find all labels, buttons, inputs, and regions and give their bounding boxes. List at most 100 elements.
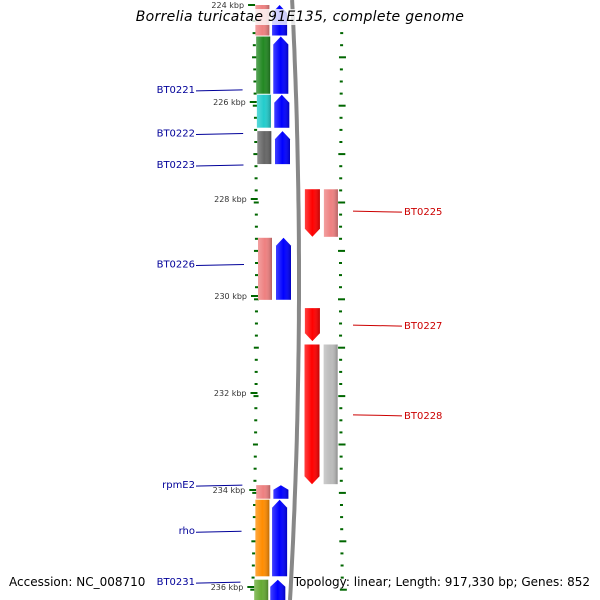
reverse-gene-shade bbox=[304, 308, 320, 342]
tick-mark-left bbox=[253, 249, 259, 252]
cog-block-forward-shade bbox=[255, 499, 270, 577]
tick-mark-right bbox=[339, 286, 343, 289]
reverse-gene-shade bbox=[304, 344, 320, 485]
gene-label-forward: BT0226 bbox=[157, 259, 195, 270]
leader-line-forward bbox=[195, 133, 244, 136]
tick-mark-left bbox=[253, 68, 257, 71]
gene-label-forward: BT0221 bbox=[157, 85, 195, 96]
forward-gene-shade bbox=[276, 237, 291, 300]
tick-mark-left bbox=[252, 552, 256, 555]
backbone-line bbox=[288, 0, 301, 600]
tick-mark-left bbox=[254, 286, 258, 289]
tick-mark-right bbox=[339, 116, 343, 119]
leader-line-reverse bbox=[352, 210, 403, 213]
map-title: Borrelia turicatae 91E135, complete geno… bbox=[0, 9, 600, 25]
tick-mark-right bbox=[339, 80, 343, 83]
tick-mark-left bbox=[253, 455, 257, 458]
tick-major bbox=[247, 586, 255, 588]
tick-label: 226 kbp bbox=[213, 98, 246, 107]
tick-mark-right bbox=[340, 44, 344, 47]
backbone-layer bbox=[288, 0, 301, 600]
tick-mark-right bbox=[340, 564, 344, 567]
tick-label: 234 kbp bbox=[213, 486, 246, 495]
forward-gene-shade bbox=[275, 131, 290, 165]
tick-mark-right bbox=[338, 104, 346, 107]
tick-mark-right bbox=[339, 237, 343, 240]
tick-mark-left bbox=[253, 298, 259, 301]
tick-mark-left bbox=[254, 141, 258, 143]
tick-mark-left bbox=[252, 528, 256, 531]
tick-mark-right bbox=[339, 189, 343, 192]
cog-block-forward-shade bbox=[257, 237, 272, 300]
tick-label: 228 kbp bbox=[214, 195, 247, 204]
tick-mark-left bbox=[251, 540, 257, 543]
tick-mark-right bbox=[339, 504, 343, 506]
forward-gene-shade bbox=[273, 485, 289, 499]
gene-label-forward: rpmE2 bbox=[162, 480, 195, 491]
gene-label-reverse: BT0228 bbox=[404, 411, 442, 422]
tick-mark-left bbox=[253, 80, 257, 83]
leader-line-reverse bbox=[352, 324, 403, 327]
tick-mark-right bbox=[340, 516, 344, 519]
tick-mark-left bbox=[254, 189, 258, 192]
tick-mark-right bbox=[339, 165, 343, 168]
forward-gene-shade bbox=[274, 94, 290, 128]
tick-mark-right bbox=[339, 310, 343, 313]
tick-mark-right bbox=[340, 576, 344, 579]
tick-mark-right bbox=[339, 588, 347, 591]
tick-mark-left bbox=[254, 431, 258, 434]
forward-gene-shade bbox=[272, 499, 288, 577]
tick-major bbox=[250, 392, 258, 394]
tick-mark-left bbox=[251, 576, 255, 579]
tick-mark-left bbox=[251, 564, 255, 567]
tick-mark-right bbox=[339, 540, 347, 543]
tick-mark-left bbox=[253, 92, 257, 95]
tick-mark-left bbox=[254, 358, 258, 361]
cog-block-reverse-shade bbox=[323, 189, 338, 237]
tick-mark-left bbox=[252, 516, 256, 519]
tick-mark-right bbox=[339, 407, 343, 410]
leader-line-forward bbox=[195, 581, 241, 584]
gene-label-forward: BT0223 bbox=[157, 160, 195, 171]
tick-mark-right bbox=[339, 467, 343, 470]
tick-mark-right bbox=[339, 419, 343, 422]
leader-line-forward bbox=[195, 164, 244, 167]
genome-summary-text: Topology: linear; Length: 917,330 bp; Ge… bbox=[293, 575, 590, 589]
tick-mark-left bbox=[252, 32, 256, 35]
tick-mark-left bbox=[253, 504, 257, 506]
reverse-gene-shade bbox=[304, 189, 320, 237]
tick-label: 232 kbp bbox=[214, 389, 247, 398]
cog-block-forward-shade bbox=[257, 131, 272, 165]
tick-mark-right bbox=[340, 528, 344, 531]
cog-block-reverse-shade bbox=[323, 344, 338, 485]
tick-mark-left bbox=[253, 201, 259, 204]
tick-mark-left bbox=[253, 395, 259, 398]
tick-layer: 224 kbp 226 kbp 228 kbp 230 kbp 232 kbp 234 k… bbox=[211, 1, 347, 592]
tick-mark-right bbox=[339, 128, 343, 131]
tick-mark-left bbox=[254, 407, 258, 410]
cog-block-forward-shade bbox=[256, 94, 271, 128]
tick-mark-right bbox=[339, 274, 343, 277]
tick-mark-right bbox=[339, 225, 343, 228]
tick-mark-left bbox=[253, 479, 257, 482]
tick-mark-right bbox=[339, 383, 343, 385]
tick-major bbox=[248, 4, 256, 6]
tick-mark-right bbox=[339, 334, 343, 337]
leader-line-forward bbox=[195, 89, 243, 92]
tick-mark-right bbox=[339, 370, 343, 373]
tick-mark-right bbox=[338, 153, 346, 156]
tick-mark-left bbox=[254, 128, 258, 131]
tick-mark-left bbox=[254, 310, 258, 313]
tick-mark-right bbox=[339, 479, 343, 482]
tick-mark-left bbox=[252, 491, 258, 494]
tick-mark-right bbox=[338, 298, 346, 301]
gene-label-reverse: BT0225 bbox=[404, 207, 442, 218]
tick-mark-right bbox=[338, 395, 346, 398]
tick-major bbox=[250, 198, 258, 200]
forward-gene-shade bbox=[270, 579, 286, 600]
gene-label-reverse: BT0227 bbox=[404, 321, 442, 332]
tick-mark-right bbox=[338, 346, 346, 349]
tick-mark-left bbox=[254, 419, 258, 422]
tick-mark-right bbox=[339, 358, 343, 361]
